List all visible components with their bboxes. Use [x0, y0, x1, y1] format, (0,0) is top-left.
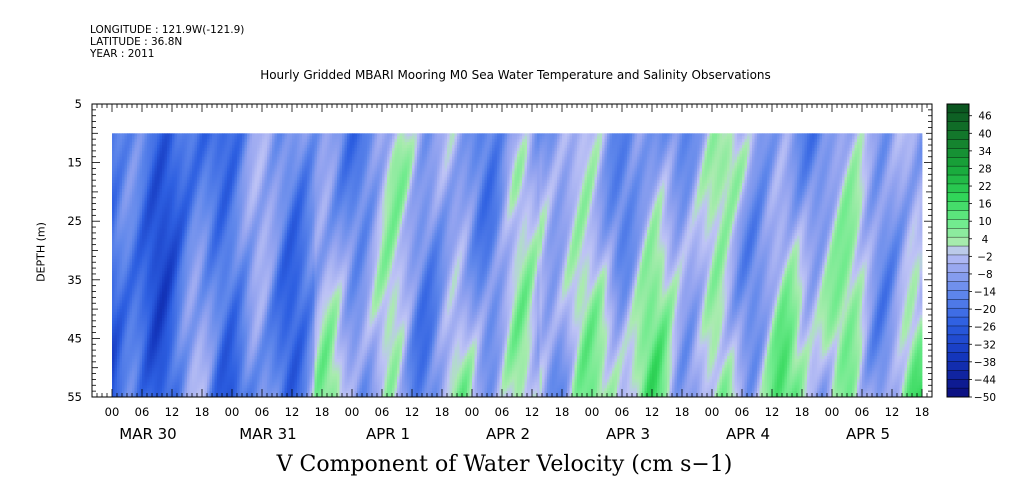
- colorbar-segment: [947, 361, 969, 370]
- colorbar-segment: [947, 290, 969, 299]
- colorbar-label: −50: [974, 392, 996, 404]
- x-date-label: APR 5: [846, 425, 890, 443]
- colorbar-label: 22: [978, 181, 991, 193]
- colorbar-segment: [947, 237, 969, 246]
- x-tick-label: 00: [105, 405, 120, 419]
- colorbar-label: −26: [974, 322, 996, 334]
- x-tick-label: 06: [255, 405, 270, 419]
- x-axis-label: V Component of Water Velocity (cm s−1): [0, 452, 1009, 477]
- colorbar-segment: [947, 317, 969, 326]
- colorbar-segment: [947, 246, 969, 255]
- x-tick-label: 00: [345, 405, 360, 419]
- colorbar-segment: [947, 148, 969, 157]
- colorbar-label: −38: [974, 357, 996, 369]
- x-tick-label: 06: [375, 405, 390, 419]
- colorbar-label: −20: [974, 304, 996, 316]
- colorbar-segment: [947, 131, 969, 140]
- y-tick-label: 15: [67, 156, 82, 170]
- colorbar-segment: [947, 308, 969, 317]
- x-tick-label: 12: [405, 405, 420, 419]
- x-tick-label: 12: [765, 405, 780, 419]
- colorbar-label: 40: [978, 128, 991, 140]
- y-tick-label: 35: [67, 273, 82, 287]
- x-tick-label: 12: [645, 405, 660, 419]
- colorbar-segment: [947, 113, 969, 122]
- colorbar-segment: [947, 255, 969, 264]
- colorbar-segment: [947, 193, 969, 202]
- colorbar-label: 46: [978, 111, 992, 123]
- y-tick-label: 25: [67, 214, 82, 228]
- colorbar-segment: [947, 264, 969, 273]
- y-tick-label: 55: [67, 390, 82, 404]
- x-date-label: MAR 30: [119, 425, 176, 443]
- colorbar-label: −2: [977, 251, 992, 263]
- colorbar-segment: [947, 299, 969, 308]
- x-tick-label: 18: [555, 405, 570, 419]
- y-tick-label: 45: [67, 331, 82, 345]
- colorbar: 46 40 34 28 22 16 10 4 −2 −8 −14 −20 −26 −32 −38 −44 −50: [947, 104, 996, 404]
- x-tick-label: 00: [705, 405, 720, 419]
- colorbar-label: 10: [978, 216, 991, 228]
- x-date-label: MAR 31: [239, 425, 296, 443]
- colorbar-segment: [947, 353, 969, 362]
- colorbar-label: −44: [974, 374, 996, 386]
- x-tick-label: 12: [165, 405, 180, 419]
- x-tick-label: 06: [495, 405, 510, 419]
- x-tick-label: 06: [615, 405, 630, 419]
- colorbar-segment: [947, 335, 969, 344]
- heatmap-field: [112, 133, 922, 397]
- colorbar-segment: [947, 184, 969, 193]
- colorbar-segment: [947, 104, 969, 113]
- colorbar-segment: [947, 370, 969, 379]
- colorbar-segment: [947, 228, 969, 237]
- y-tick-label: 5: [75, 97, 82, 111]
- colorbar-segment: [947, 211, 969, 220]
- colorbar-segment: [947, 140, 969, 149]
- x-tick-label: 06: [855, 405, 870, 419]
- x-tick-label: 18: [795, 405, 810, 419]
- x-tick-label: 06: [735, 405, 750, 419]
- colorbar-label: 34: [978, 146, 992, 158]
- colorbar-label: −8: [977, 269, 992, 281]
- colorbar-label: 28: [978, 163, 991, 175]
- x-date-label: APR 4: [726, 425, 770, 443]
- x-date-label: APR 1: [366, 425, 410, 443]
- colorbar-label: −32: [974, 339, 996, 351]
- x-tick-label: 18: [195, 405, 210, 419]
- colorbar-segment: [947, 273, 969, 282]
- colorbar-segment: [947, 175, 969, 184]
- colorbar-label: 16: [978, 199, 992, 211]
- x-tick-label: 00: [585, 405, 600, 419]
- x-tick-label: 18: [915, 405, 930, 419]
- x-tick-label: 18: [675, 405, 690, 419]
- colorbar-segment: [947, 122, 969, 131]
- x-tick-label: 18: [435, 405, 450, 419]
- colorbar-segment: [947, 388, 969, 397]
- colorbar-label: −14: [974, 287, 996, 299]
- x-tick-label: 00: [225, 405, 240, 419]
- x-tick-label: 18: [315, 405, 330, 419]
- y-axis-label: DEPTH (m): [35, 222, 48, 282]
- x-tick-label: 12: [285, 405, 300, 419]
- colorbar-label: 4: [982, 234, 989, 246]
- colorbar-segment: [947, 202, 969, 211]
- colorbar-segment: [947, 157, 969, 166]
- x-tick-label: 12: [525, 405, 540, 419]
- colorbar-segment: [947, 166, 969, 175]
- x-tick-label: 00: [825, 405, 840, 419]
- x-tick-label: 12: [885, 405, 900, 419]
- x-tick-label: 00: [465, 405, 480, 419]
- colorbar-segment: [947, 326, 969, 335]
- colorbar-segment: [947, 344, 969, 353]
- x-tick-label: 06: [135, 405, 150, 419]
- colorbar-segment: [947, 219, 969, 228]
- x-date-label: APR 2: [486, 425, 530, 443]
- colorbar-segment: [947, 379, 969, 388]
- x-date-label: APR 3: [606, 425, 650, 443]
- colorbar-segment: [947, 282, 969, 291]
